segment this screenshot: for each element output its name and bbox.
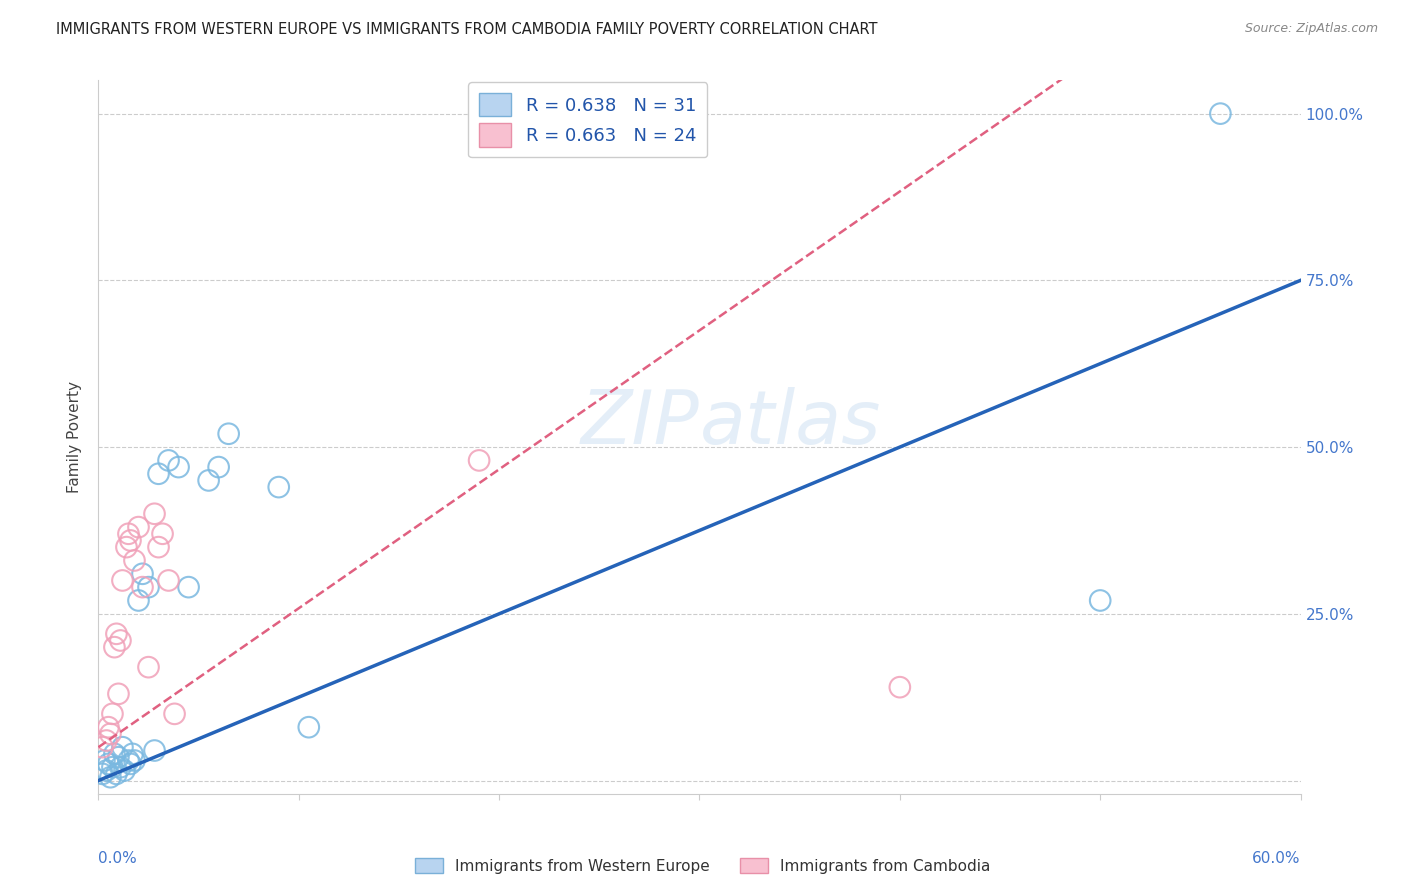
Text: Source: ZipAtlas.com: Source: ZipAtlas.com — [1244, 22, 1378, 36]
Point — [128, 520, 150, 534]
Point — [120, 533, 142, 548]
Point — [163, 706, 186, 721]
Point — [143, 507, 166, 521]
Point — [124, 553, 146, 567]
Point — [105, 627, 128, 641]
Point — [96, 764, 118, 778]
Point — [96, 733, 118, 747]
Point — [97, 720, 120, 734]
Point — [177, 580, 200, 594]
Point — [114, 764, 136, 778]
Text: 0.0%: 0.0% — [98, 851, 138, 866]
Point — [107, 687, 129, 701]
Point — [131, 580, 153, 594]
Point — [117, 754, 139, 768]
Point — [120, 756, 142, 771]
Point — [100, 727, 122, 741]
Point — [152, 526, 174, 541]
Point — [111, 574, 134, 588]
Point — [91, 740, 114, 755]
Point — [115, 540, 138, 554]
Point — [148, 467, 170, 481]
Point — [197, 474, 219, 488]
Point — [1088, 593, 1111, 607]
Point — [121, 747, 143, 761]
Point — [157, 574, 180, 588]
Point — [157, 453, 180, 467]
Point — [103, 640, 125, 655]
Point — [97, 756, 120, 771]
Point — [143, 743, 166, 757]
Point — [167, 460, 190, 475]
Point — [468, 453, 491, 467]
Point — [1209, 106, 1232, 120]
Point — [218, 426, 240, 441]
Point — [93, 754, 115, 768]
Point — [101, 706, 124, 721]
Point — [101, 760, 124, 774]
Point — [111, 740, 134, 755]
Point — [208, 460, 231, 475]
Text: IMMIGRANTS FROM WESTERN EUROPE VS IMMIGRANTS FROM CAMBODIA FAMILY POVERTY CORREL: IMMIGRANTS FROM WESTERN EUROPE VS IMMIGR… — [56, 22, 877, 37]
Point — [889, 680, 911, 694]
Point — [110, 633, 132, 648]
Point — [267, 480, 290, 494]
Y-axis label: Family Poverty: Family Poverty — [67, 381, 83, 493]
Legend: R = 0.638   N = 31, R = 0.663   N = 24: R = 0.638 N = 31, R = 0.663 N = 24 — [468, 82, 707, 158]
Point — [131, 566, 153, 581]
Text: 60.0%: 60.0% — [1253, 851, 1301, 866]
Point — [124, 754, 146, 768]
Point — [128, 593, 150, 607]
Point — [117, 526, 139, 541]
Point — [107, 750, 129, 764]
Point — [138, 660, 160, 674]
Text: ZIP: ZIP — [581, 387, 700, 458]
Point — [100, 770, 122, 784]
Legend: Immigrants from Western Europe, Immigrants from Cambodia: Immigrants from Western Europe, Immigran… — [409, 852, 997, 880]
Point — [105, 767, 128, 781]
Point — [103, 747, 125, 761]
Point — [298, 720, 321, 734]
Point — [138, 580, 160, 594]
Point — [91, 767, 114, 781]
Point — [148, 540, 170, 554]
Point — [110, 760, 132, 774]
Text: atlas: atlas — [700, 387, 882, 458]
